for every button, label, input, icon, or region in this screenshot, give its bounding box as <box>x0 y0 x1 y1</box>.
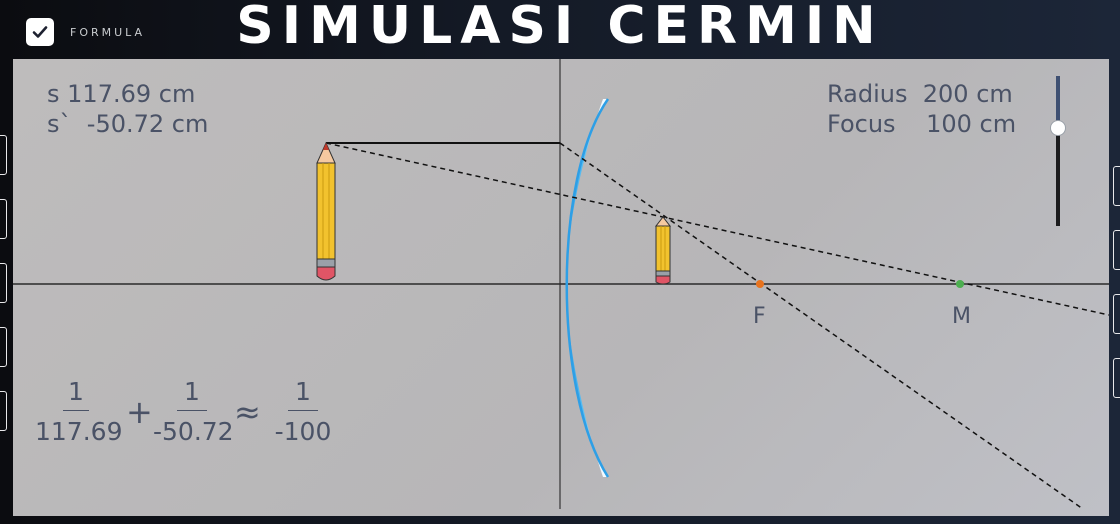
formula-term-2-numerator: 1 <box>184 377 200 406</box>
simulation-canvas[interactable]: s 117.69 cm s` -50.72 cm Radius 200 cm F… <box>13 59 1109 516</box>
ray-to-center <box>325 142 1109 316</box>
convex-mirror <box>566 99 608 477</box>
formula-toggle[interactable]: FORMULA <box>26 18 145 46</box>
formula-checkbox[interactable] <box>26 18 54 46</box>
focus-label: Focus <box>827 110 896 138</box>
mirror-readout: Radius 200 cm Focus 100 cm <box>827 79 1016 139</box>
top-bar: FORMULA SIMULASI CERMIN <box>0 0 1120 60</box>
side-tab-left-1[interactable] <box>0 135 7 175</box>
s-label: s <box>47 80 60 108</box>
formula-approx: ≈ <box>234 393 261 431</box>
optics-diagram <box>13 59 1109 510</box>
side-tab-left-5[interactable] <box>0 391 7 431</box>
focus-value: 100 cm <box>926 110 1017 138</box>
page-title: SIMULASI CERMIN <box>236 0 884 56</box>
side-tab-right-2[interactable] <box>1113 230 1120 270</box>
focus-point <box>756 280 764 288</box>
formula-plus: + <box>126 393 153 431</box>
focus-point-label: F <box>753 304 766 329</box>
mirror-surface <box>565 98 610 478</box>
formula-term-1-denominator: 117.69 <box>35 417 123 446</box>
s-prime-value: -50.72 cm <box>86 110 209 138</box>
side-tab-left-2[interactable] <box>0 199 7 239</box>
check-icon <box>32 26 48 38</box>
side-tab-left-3[interactable] <box>0 263 7 303</box>
radius-label: Radius <box>827 80 908 108</box>
side-tab-right-1[interactable] <box>1113 166 1120 206</box>
center-point <box>956 280 964 288</box>
formula-label: FORMULA <box>70 25 146 39</box>
center-point-label: M <box>952 304 971 329</box>
formula-term-1: 1 117.69 <box>35 377 123 446</box>
s-prime-label: s` <box>47 110 72 138</box>
side-tab-right-3[interactable] <box>1113 294 1120 334</box>
formula-term-3: 1 -100 <box>271 377 335 446</box>
radius-value: 200 cm <box>922 80 1013 108</box>
distance-readout: s 117.69 cm s` -50.72 cm <box>47 79 208 139</box>
object-pencil-icon[interactable] <box>316 141 336 281</box>
side-tab-right-4[interactable] <box>1113 358 1120 398</box>
s-value: 117.69 cm <box>67 80 196 108</box>
slider-track[interactable] <box>1056 76 1060 226</box>
radius-slider[interactable] <box>1050 76 1066 226</box>
formula-term-1-numerator: 1 <box>68 377 84 406</box>
slider-thumb[interactable] <box>1050 120 1066 136</box>
formula-term-3-numerator: 1 <box>295 377 311 406</box>
slider-track-fill <box>1056 76 1060 128</box>
formula-term-2-denominator: -50.72 <box>153 417 234 446</box>
image-pencil-icon <box>654 216 672 285</box>
formula-term-3-denominator: -100 <box>274 417 332 446</box>
formula-term-2: 1 -50.72 <box>153 377 234 446</box>
side-tab-left-4[interactable] <box>0 327 7 367</box>
ray-to-focus <box>559 142 1084 510</box>
